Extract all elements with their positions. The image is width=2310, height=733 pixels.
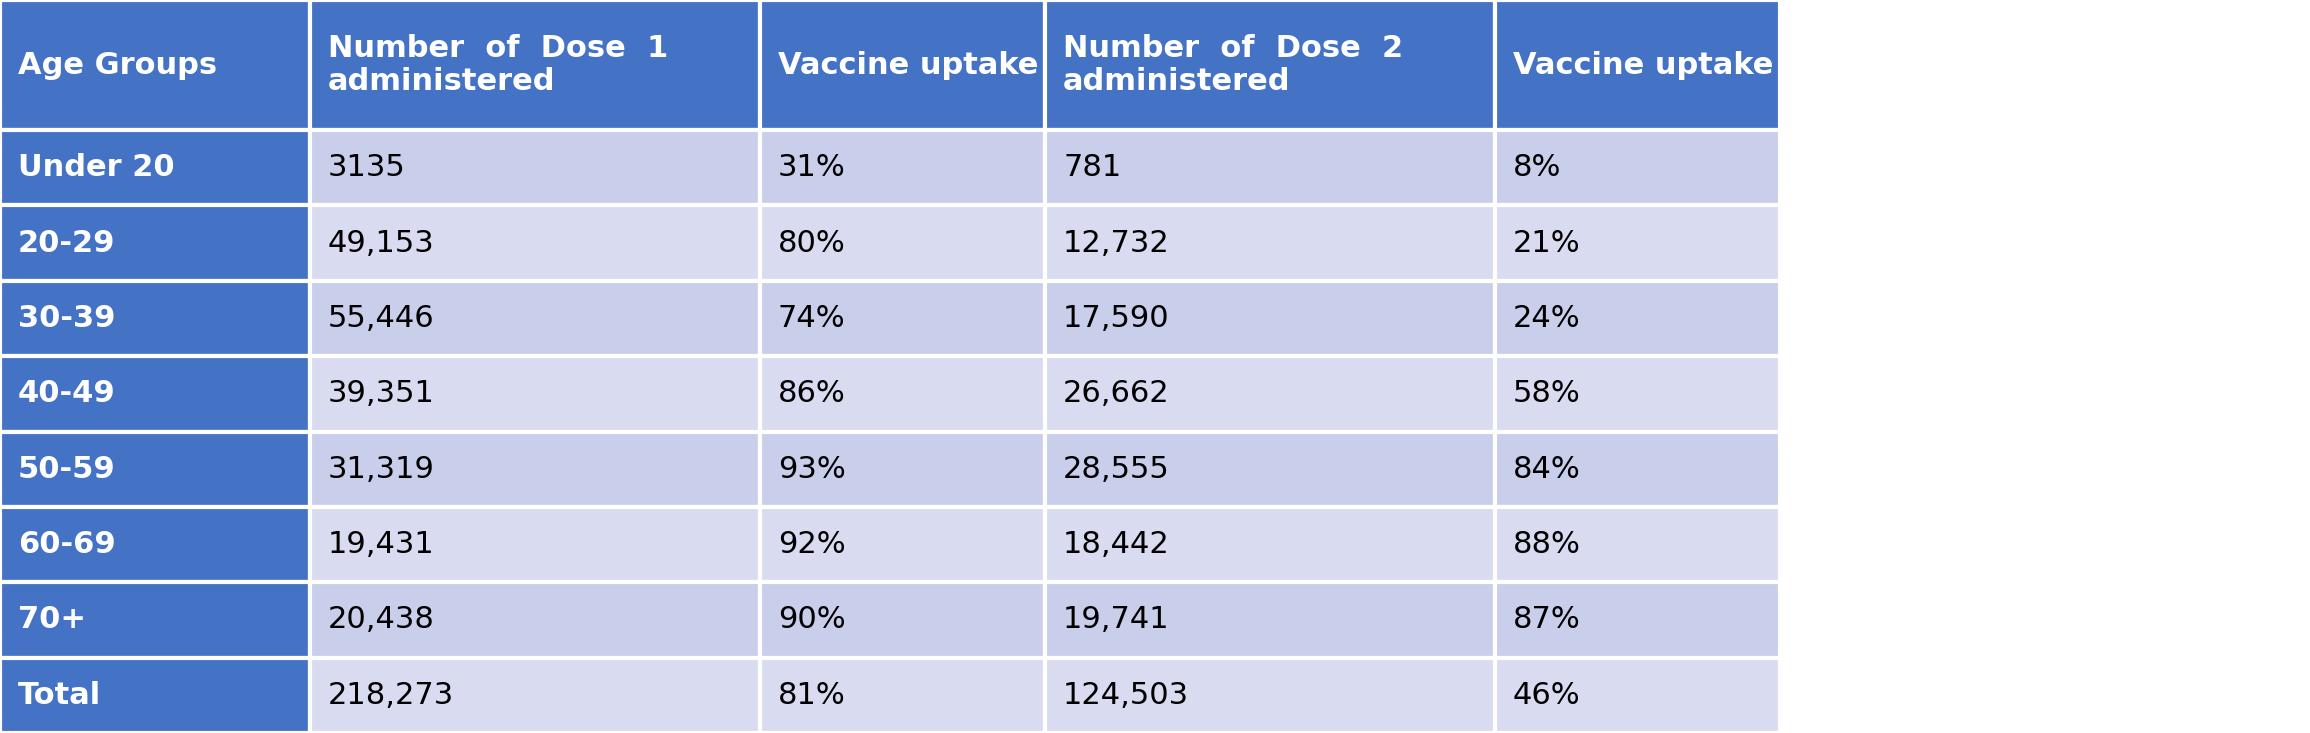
Text: Vaccine uptake: Vaccine uptake <box>1513 51 1774 79</box>
Bar <box>1044 507 1495 582</box>
Text: 81%: 81% <box>778 681 845 710</box>
Bar <box>760 658 1044 733</box>
Bar <box>1044 432 1495 507</box>
Bar <box>1044 205 1495 281</box>
Text: 90%: 90% <box>778 605 845 635</box>
Text: 40-49: 40-49 <box>18 379 116 408</box>
Text: 12,732: 12,732 <box>1063 229 1169 257</box>
Text: 18,442: 18,442 <box>1063 530 1169 559</box>
Text: 28,555: 28,555 <box>1063 454 1169 484</box>
Bar <box>310 432 760 507</box>
Bar <box>310 658 760 733</box>
Bar <box>310 130 760 205</box>
Bar <box>310 281 760 356</box>
Text: 88%: 88% <box>1513 530 1580 559</box>
Bar <box>1044 130 1495 205</box>
Text: 124,503: 124,503 <box>1063 681 1190 710</box>
Text: 49,153: 49,153 <box>328 229 434 257</box>
Text: Age Groups: Age Groups <box>18 51 217 79</box>
Text: 84%: 84% <box>1513 454 1580 484</box>
Bar <box>0 507 310 582</box>
Bar <box>1495 0 1781 130</box>
Bar <box>0 130 310 205</box>
Bar <box>1044 658 1495 733</box>
Bar <box>760 130 1044 205</box>
Text: 87%: 87% <box>1513 605 1580 635</box>
Bar <box>0 356 310 432</box>
Text: 50-59: 50-59 <box>18 454 116 484</box>
Text: 17,590: 17,590 <box>1063 304 1169 333</box>
Bar <box>310 582 760 658</box>
Bar <box>760 582 1044 658</box>
Text: 781: 781 <box>1063 153 1120 183</box>
Text: 30-39: 30-39 <box>18 304 116 333</box>
Bar <box>760 281 1044 356</box>
Bar <box>1495 130 1781 205</box>
Bar <box>1044 281 1495 356</box>
Text: 218,273: 218,273 <box>328 681 455 710</box>
Bar <box>0 205 310 281</box>
Text: 92%: 92% <box>778 530 845 559</box>
Text: 39,351: 39,351 <box>328 379 434 408</box>
Text: 55,446: 55,446 <box>328 304 434 333</box>
Text: 31,319: 31,319 <box>328 454 434 484</box>
Text: Under 20: Under 20 <box>18 153 176 183</box>
Bar <box>310 507 760 582</box>
Bar <box>310 356 760 432</box>
Bar <box>1495 205 1781 281</box>
Text: 3135: 3135 <box>328 153 407 183</box>
Bar <box>760 507 1044 582</box>
Text: 19,431: 19,431 <box>328 530 434 559</box>
Text: Vaccine uptake: Vaccine uptake <box>778 51 1040 79</box>
Text: 26,662: 26,662 <box>1063 379 1169 408</box>
Text: 19,741: 19,741 <box>1063 605 1169 635</box>
Text: 74%: 74% <box>778 304 845 333</box>
Bar <box>0 281 310 356</box>
Bar <box>760 356 1044 432</box>
Text: 93%: 93% <box>778 454 845 484</box>
Bar <box>0 658 310 733</box>
Text: 46%: 46% <box>1513 681 1580 710</box>
Bar <box>1044 582 1495 658</box>
Text: 60-69: 60-69 <box>18 530 116 559</box>
Text: 21%: 21% <box>1513 229 1580 257</box>
Bar <box>310 205 760 281</box>
Text: 31%: 31% <box>778 153 845 183</box>
Text: 24%: 24% <box>1513 304 1580 333</box>
Bar <box>1495 432 1781 507</box>
Text: 80%: 80% <box>778 229 845 257</box>
Text: 86%: 86% <box>778 379 845 408</box>
Bar <box>310 0 760 130</box>
Bar <box>1495 658 1781 733</box>
Text: 20,438: 20,438 <box>328 605 434 635</box>
Bar <box>0 582 310 658</box>
Bar <box>1495 281 1781 356</box>
Bar <box>760 205 1044 281</box>
Text: 58%: 58% <box>1513 379 1580 408</box>
Text: 8%: 8% <box>1513 153 1562 183</box>
Bar <box>760 432 1044 507</box>
Bar <box>0 0 310 130</box>
Bar <box>1044 356 1495 432</box>
Bar <box>1044 0 1495 130</box>
Text: 20-29: 20-29 <box>18 229 116 257</box>
Bar <box>760 0 1044 130</box>
Text: Number  of  Dose  1
administered: Number of Dose 1 administered <box>328 34 668 96</box>
Text: Number  of  Dose  2
administered: Number of Dose 2 administered <box>1063 34 1402 96</box>
Bar <box>1495 507 1781 582</box>
Text: Total: Total <box>18 681 102 710</box>
Bar <box>0 432 310 507</box>
Text: 70+: 70+ <box>18 605 85 635</box>
Bar <box>1495 356 1781 432</box>
Bar <box>1495 582 1781 658</box>
